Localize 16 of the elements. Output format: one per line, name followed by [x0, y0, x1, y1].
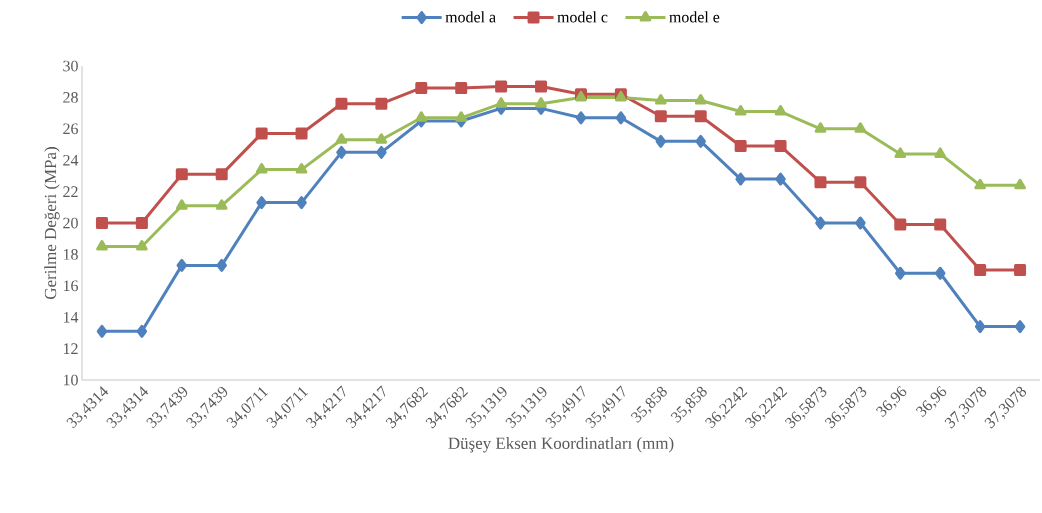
legend-label: model c	[557, 11, 608, 23]
y-tick-label: 24	[63, 154, 79, 166]
y-tick-label: 10	[63, 374, 78, 386]
y-tick-label: 22	[63, 186, 78, 197]
y-tick-label: 26	[63, 123, 79, 135]
y-tick-label: 18	[63, 249, 78, 260]
legend-label: model a	[445, 11, 496, 23]
y-tick-label: 12	[63, 343, 78, 354]
x-axis-title: Düşey Eksen Koordinatları (mm)	[448, 437, 674, 453]
y-tick-label: 14	[63, 311, 79, 323]
y-tick-label: 16	[63, 280, 79, 292]
y-tick-label: 30	[63, 60, 78, 72]
y-tick-label: 28	[63, 92, 78, 103]
legend-label: model e	[669, 11, 720, 23]
y-axis-title: Gerilme Değeri (MPa)	[44, 147, 60, 299]
y-tick-label: 20	[63, 217, 78, 229]
